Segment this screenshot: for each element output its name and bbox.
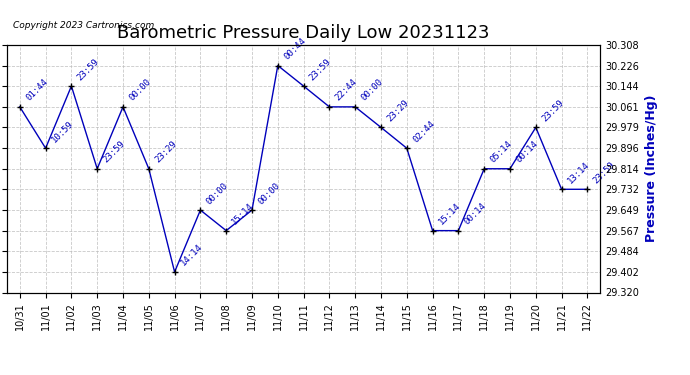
Text: 00:14: 00:14 <box>514 139 540 165</box>
Text: 00:00: 00:00 <box>127 77 152 103</box>
Text: 15:14: 15:14 <box>230 201 256 226</box>
Title: Barometric Pressure Daily Low 20231123: Barometric Pressure Daily Low 20231123 <box>117 24 490 42</box>
Text: 00:44: 00:44 <box>282 36 307 62</box>
Text: 02:44: 02:44 <box>411 118 436 144</box>
Text: 23:29: 23:29 <box>153 139 178 165</box>
Text: 10:59: 10:59 <box>50 118 75 144</box>
Text: 15:14: 15:14 <box>437 201 462 226</box>
Text: 23:59: 23:59 <box>591 160 617 185</box>
Text: 13:14: 13:14 <box>566 160 591 185</box>
Text: 23:59: 23:59 <box>308 57 333 82</box>
Text: Copyright 2023 Cartronics.com: Copyright 2023 Cartronics.com <box>13 21 154 30</box>
Y-axis label: Pressure (Inches/Hg): Pressure (Inches/Hg) <box>644 95 658 243</box>
Text: 22:44: 22:44 <box>333 77 359 103</box>
Text: 05:14: 05:14 <box>489 139 514 165</box>
Text: 00:00: 00:00 <box>204 180 230 206</box>
Text: 23:59: 23:59 <box>540 98 565 123</box>
Text: 23:59: 23:59 <box>101 139 127 165</box>
Text: 23:59: 23:59 <box>76 57 101 82</box>
Text: 00:00: 00:00 <box>256 180 282 206</box>
Text: 23:29: 23:29 <box>385 98 411 123</box>
Text: 14:14: 14:14 <box>179 242 204 268</box>
Text: 00:00: 00:00 <box>359 77 385 103</box>
Text: 00:14: 00:14 <box>462 201 488 226</box>
Text: 01:44: 01:44 <box>24 77 49 103</box>
